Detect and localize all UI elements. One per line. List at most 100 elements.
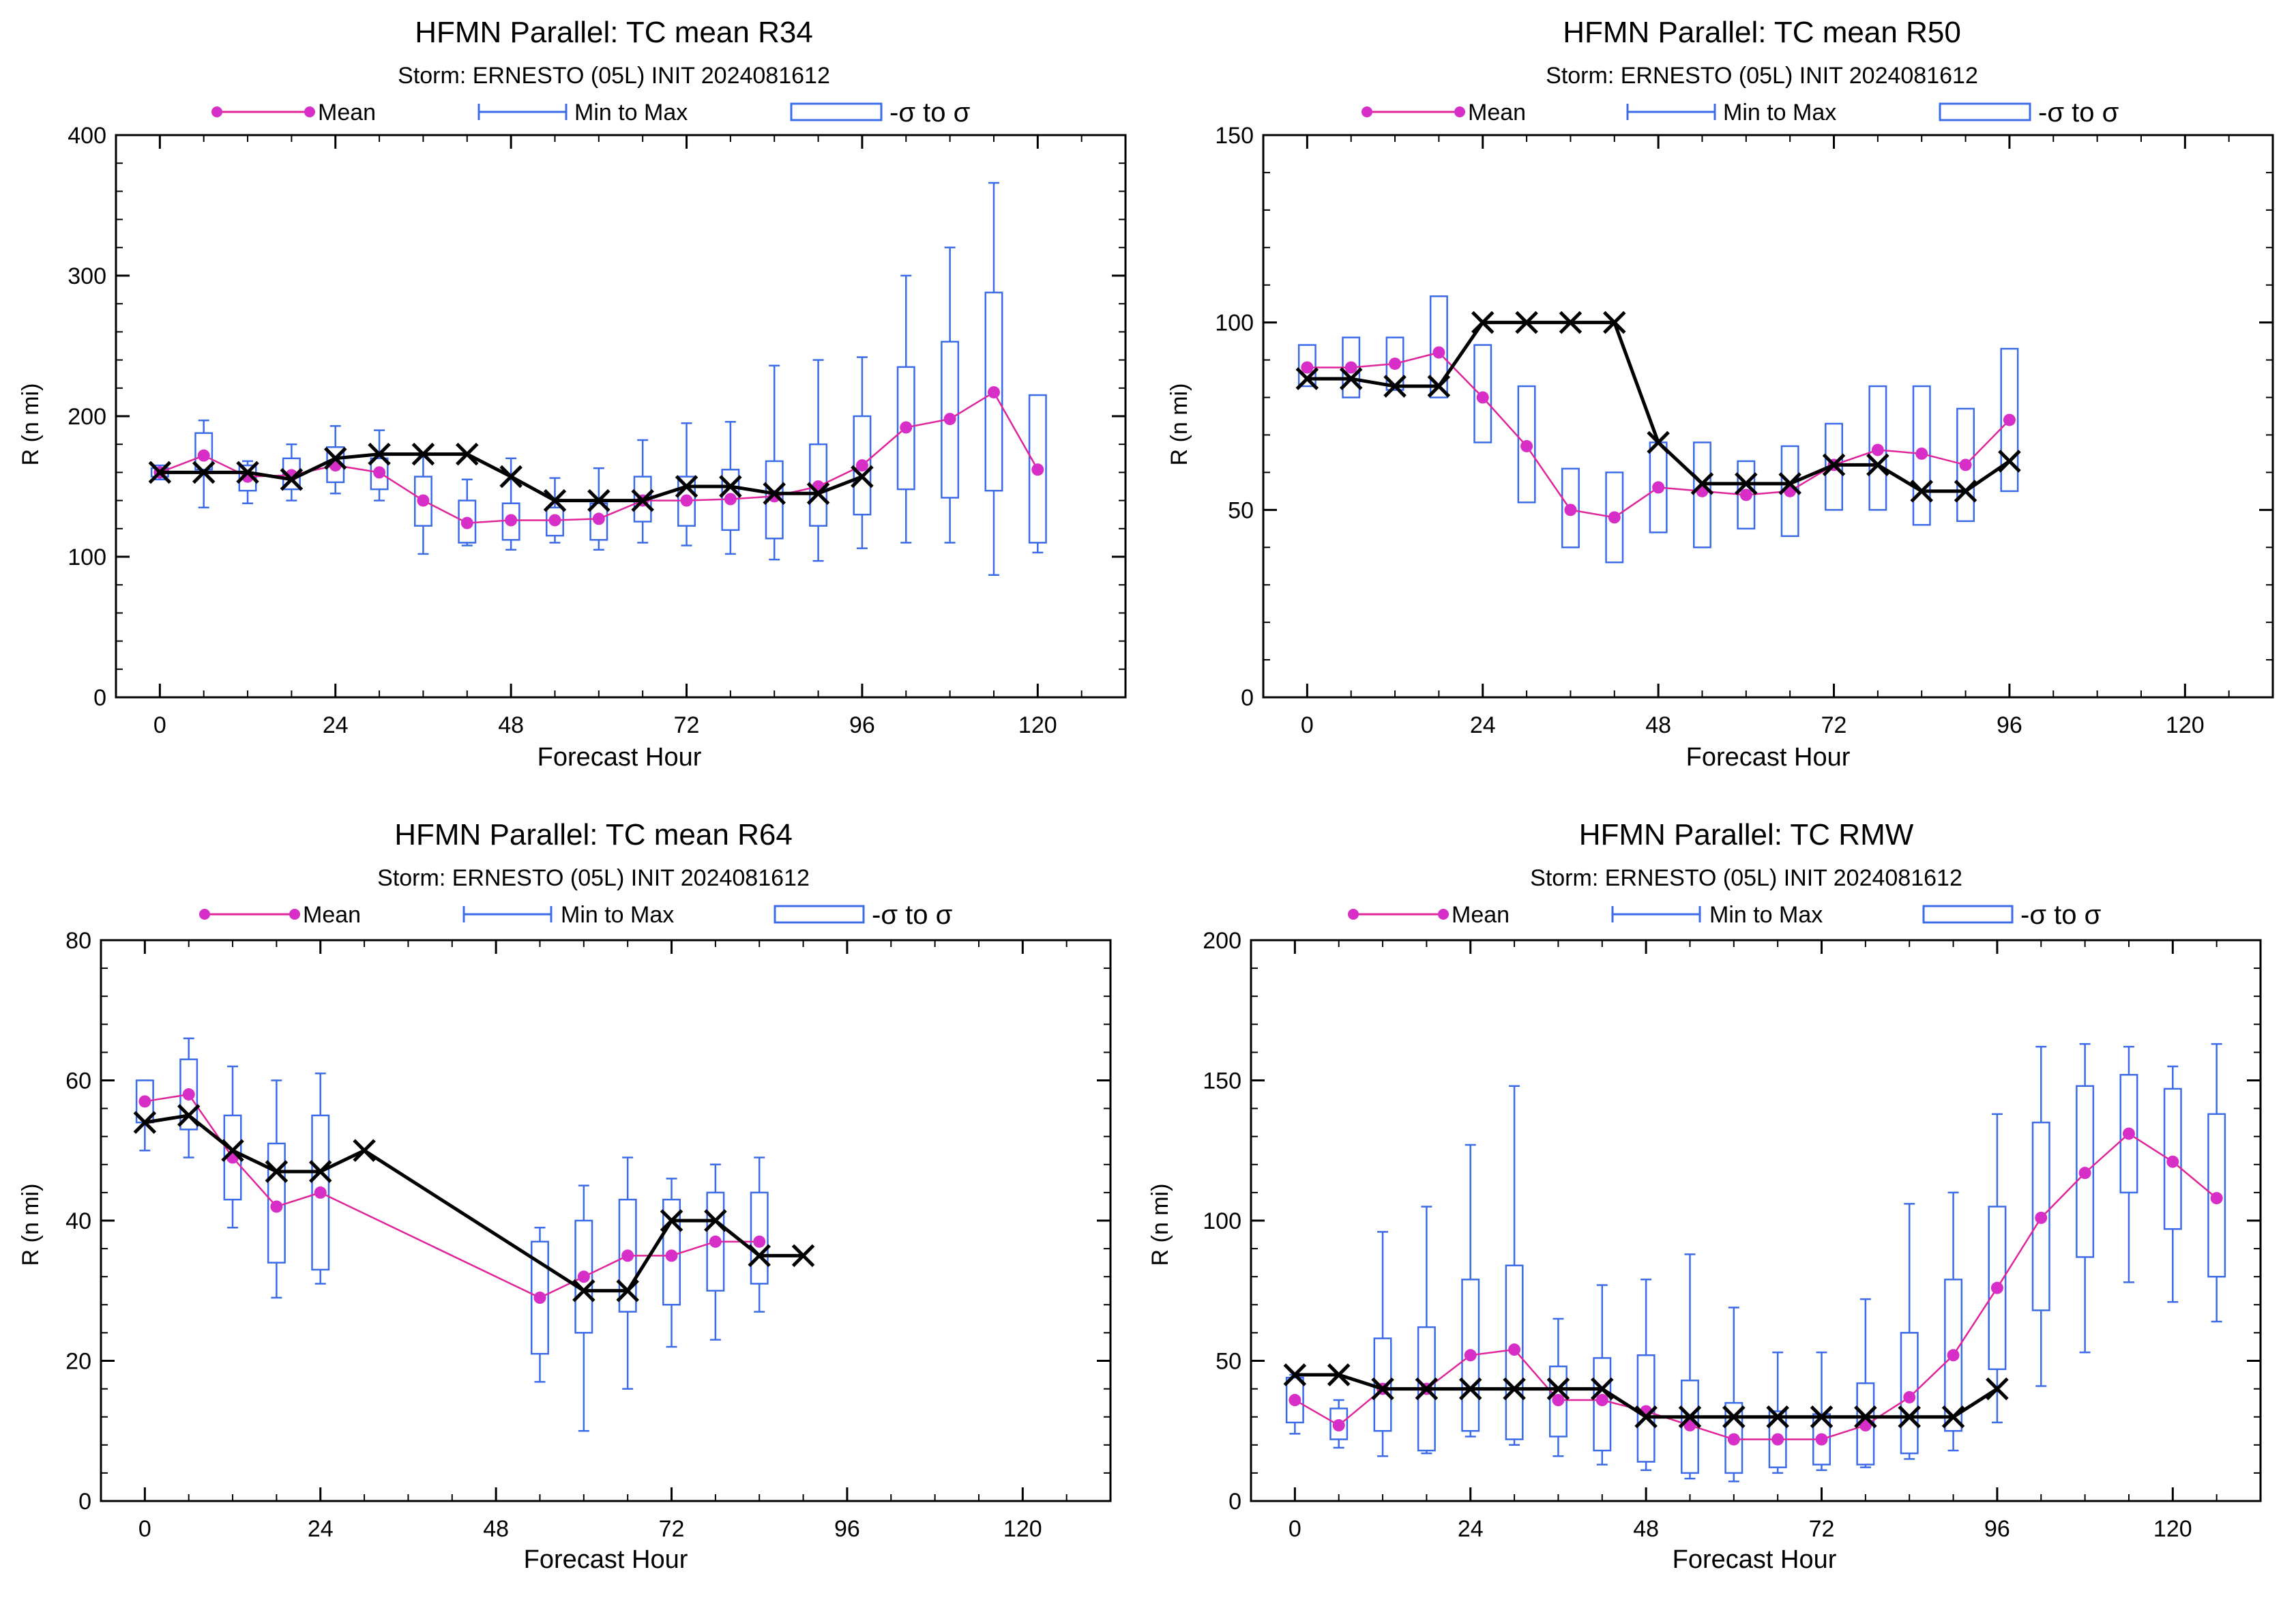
mean-point [2035, 1211, 2048, 1224]
mean-point [1871, 443, 1884, 456]
chart-panel-r34: HFMN Parallel: TC mean R34 Storm: ERNEST… [18, 16, 1127, 772]
chart-subtitle: Storm: ERNESTO (05L) INIT 2024081612 [1546, 63, 1978, 89]
legend-sigma-box [774, 905, 865, 924]
y-tick-label: 40 [65, 1208, 91, 1234]
track-marker [1415, 1377, 1439, 1401]
track-marker-stroke [236, 461, 259, 484]
legend-mean-dot [1454, 106, 1465, 117]
y-tick-label: 20 [65, 1349, 91, 1375]
x-tick-label: 120 [1003, 1516, 1042, 1542]
track-marker-stroke [1503, 1377, 1526, 1401]
mean-line [1294, 1133, 2218, 1440]
y-tick-label: 50 [1228, 497, 1254, 523]
track-marker [1722, 1405, 1746, 1429]
mean-point [2003, 413, 2016, 426]
y-tick-label: 60 [65, 1068, 91, 1094]
mean-point [943, 413, 956, 426]
x-tick-label: 96 [1984, 1516, 2010, 1542]
track-marker-stroke [1778, 472, 1801, 495]
x-tick-label: 24 [1458, 1516, 1484, 1542]
x-tick-label: 96 [834, 1516, 860, 1542]
x-tick-label: 72 [674, 712, 700, 738]
track-marker-stroke [1458, 1377, 1482, 1401]
track-marker [1546, 1377, 1570, 1401]
mean-point [533, 1292, 546, 1305]
mean-point [1520, 439, 1533, 452]
y-axis-label: R (n mi) [18, 383, 44, 466]
x-tick-label: 24 [308, 1516, 334, 1542]
track-marker-stroke [280, 467, 304, 491]
x-tick-label: 96 [849, 712, 875, 738]
mean-point [314, 1186, 327, 1199]
mean-point [1389, 358, 1402, 370]
track-marker [192, 461, 216, 484]
track-marker-stroke [1383, 375, 1407, 398]
mean-point [592, 512, 605, 525]
track-marker-stroke [308, 1160, 332, 1183]
mean-point [665, 1249, 678, 1262]
mean-point [1727, 1433, 1740, 1446]
mean-point [753, 1235, 766, 1248]
y-tick-label: 50 [1216, 1349, 1241, 1375]
x-tick-label: 120 [2153, 1516, 2192, 1542]
track-marker [1327, 1363, 1351, 1386]
mean-point [2210, 1192, 2223, 1205]
y-tick-label: 100 [1203, 1208, 1241, 1234]
track-marker-stroke [265, 1160, 289, 1183]
mean-point [1508, 1343, 1521, 1356]
track-marker [411, 442, 435, 466]
track-marker [1634, 1405, 1658, 1429]
legend: Mean Min to Max -σ to σ [211, 98, 971, 128]
chart-subtitle: Storm: ERNESTO (05L) INIT 2024081612 [1530, 865, 1962, 891]
track-marker [1383, 375, 1407, 398]
legend-mean-dot [1348, 909, 1359, 920]
track-marker-stroke [748, 1244, 771, 1268]
track-marker-stroke [1690, 472, 1714, 495]
track-marker [1766, 1405, 1789, 1429]
track-marker [631, 489, 654, 512]
track-marker-stroke [1678, 1405, 1702, 1429]
track-marker [675, 475, 698, 498]
track-marker [1295, 367, 1319, 390]
chart-title: HFMN Parallel: TC mean R64 [394, 818, 793, 851]
track-marker [543, 489, 567, 512]
track-marker [1559, 310, 1583, 334]
track-marker-stroke [323, 447, 347, 470]
y-tick-label: 150 [1203, 1068, 1241, 1094]
track-marker [704, 1209, 727, 1232]
mean-point [1289, 1394, 1301, 1407]
track-marker [1690, 472, 1714, 495]
legend-sigma-box [1922, 905, 2014, 924]
mean-point [1332, 1419, 1345, 1432]
track-marker-stroke [133, 1111, 157, 1134]
legend: Mean Min to Max -σ to σ [1362, 98, 2119, 128]
chart-subtitle: Storm: ERNESTO (05L) INIT 2024081612 [377, 865, 810, 891]
track-marker [1778, 472, 1801, 495]
track-marker-stroke [1295, 367, 1319, 390]
chart-panel-r50: HFMN Parallel: TC mean R50 Storm: ERNEST… [1166, 16, 2274, 772]
mean-point [680, 494, 693, 507]
legend-minmax-label: Min to Max [561, 902, 674, 928]
y-tick-label: 0 [1228, 1489, 1241, 1515]
track-marker [1503, 1377, 1526, 1401]
x-tick-label: 0 [1289, 1516, 1301, 1542]
mean-point [1990, 1281, 2003, 1294]
track-marker-stroke [1866, 453, 1889, 477]
chart-subtitle: Storm: ERNESTO (05L) INIT 2024081612 [398, 63, 830, 89]
track-marker-stroke [411, 442, 435, 466]
x-axis-label: Forecast Hour [538, 743, 702, 772]
track-marker [1986, 1377, 2009, 1401]
x-tick-label: 120 [2166, 712, 2205, 738]
track-marker [1678, 1405, 1702, 1429]
track-marker [1603, 310, 1626, 334]
mean-point [621, 1249, 634, 1262]
track-marker [1866, 453, 1889, 477]
track-marker [748, 1244, 771, 1268]
mean-point [1595, 1394, 1608, 1407]
track-marker-stroke [1722, 1405, 1746, 1429]
track-marker [1854, 1405, 1877, 1429]
track-marker-stroke [631, 489, 654, 512]
track-marker [1647, 431, 1670, 454]
y-tick-label: 200 [68, 404, 106, 430]
